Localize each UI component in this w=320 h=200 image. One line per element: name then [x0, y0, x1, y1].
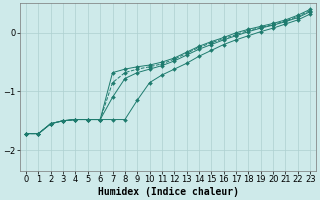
- X-axis label: Humidex (Indice chaleur): Humidex (Indice chaleur): [98, 186, 239, 197]
